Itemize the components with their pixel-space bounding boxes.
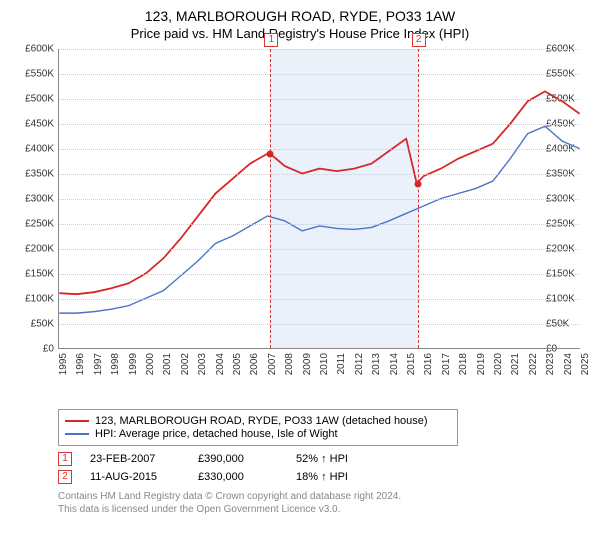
- x-axis-label: 2018: [458, 353, 469, 375]
- x-axis-label: 2012: [354, 353, 365, 375]
- y-axis-label: £150K: [10, 269, 54, 280]
- x-axis-label: 2004: [215, 353, 226, 375]
- event-date: 23-FEB-2007: [90, 453, 180, 465]
- page-title: 123, MARLBOROUGH ROAD, RYDE, PO33 1AW: [10, 8, 590, 24]
- x-axis-label: 2003: [197, 353, 208, 375]
- y-axis-label: £350K: [10, 169, 54, 180]
- event-price: £390,000: [198, 453, 278, 465]
- x-axis-label: 2024: [563, 353, 574, 375]
- sale-point: [267, 151, 274, 158]
- y-axis-label: £50K: [10, 319, 54, 330]
- event-price: £330,000: [198, 471, 278, 483]
- event-marker: 2: [418, 49, 419, 348]
- series-price_paid: [59, 91, 579, 294]
- x-axis-label: 2016: [423, 353, 434, 375]
- footnote-line: Contains HM Land Registry data © Crown c…: [58, 490, 590, 503]
- footnote: Contains HM Land Registry data © Crown c…: [58, 490, 590, 516]
- y-axis-label: £600K: [10, 44, 54, 55]
- page-subtitle: Price paid vs. HM Land Registry's House …: [10, 26, 590, 41]
- x-axis-label: 2015: [406, 353, 417, 375]
- x-axis-label: 2017: [441, 353, 452, 375]
- x-axis-label: 2009: [302, 353, 313, 375]
- x-axis-label: 2001: [162, 353, 173, 375]
- y-axis-label: £450K: [10, 119, 54, 130]
- x-axis-label: 1998: [110, 353, 121, 375]
- x-axis-label: 2000: [145, 353, 156, 375]
- x-axis-label: 2005: [232, 353, 243, 375]
- event-marker-icon: 2: [412, 33, 426, 47]
- y-axis-label: £200K: [10, 244, 54, 255]
- x-axis-label: 2013: [371, 353, 382, 375]
- event-delta: 18% ↑ HPI: [296, 471, 348, 483]
- y-axis-label: £400K: [10, 144, 54, 155]
- legend-label: 123, MARLBOROUGH ROAD, RYDE, PO33 1AW (d…: [95, 415, 428, 427]
- y-axis-label: £500K: [10, 94, 54, 105]
- x-axis-label: 2023: [545, 353, 556, 375]
- legend-item: HPI: Average price, detached house, Isle…: [65, 428, 451, 440]
- x-axis-label: 2011: [336, 353, 347, 375]
- y-axis-label: £0: [10, 344, 54, 355]
- y-axis-label: £250K: [10, 219, 54, 230]
- event-marker-icon: 1: [264, 33, 278, 47]
- x-axis-label: 2020: [493, 353, 504, 375]
- event-marker: 1: [270, 49, 271, 348]
- x-axis-label: 2006: [249, 353, 260, 375]
- x-axis-label: 2025: [580, 353, 591, 375]
- x-axis-label: 2021: [510, 353, 521, 375]
- x-axis-label: 1997: [93, 353, 104, 375]
- x-axis-label: 2014: [389, 353, 400, 375]
- x-axis-label: 1999: [128, 353, 139, 375]
- event-date: 11-AUG-2015: [90, 471, 180, 483]
- sale-events: 1 23-FEB-2007 £390,000 52% ↑ HPI 2 11-AU…: [58, 452, 590, 484]
- x-axis-label: 2022: [528, 353, 539, 375]
- price-chart: £0 £50K £100K £150K £200K £250K £300K £350K £400…: [10, 45, 590, 405]
- event-delta: 52% ↑ HPI: [296, 453, 348, 465]
- sale-point: [414, 181, 421, 188]
- x-axis-label: 2007: [267, 353, 278, 375]
- legend: 123, MARLBOROUGH ROAD, RYDE, PO33 1AW (d…: [58, 409, 458, 446]
- legend-swatch: [65, 433, 89, 435]
- legend-item: 123, MARLBOROUGH ROAD, RYDE, PO33 1AW (d…: [65, 415, 451, 427]
- sale-event-row: 1 23-FEB-2007 £390,000 52% ↑ HPI: [58, 452, 590, 466]
- x-axis-label: 1995: [58, 353, 69, 375]
- event-marker-icon: 1: [58, 452, 72, 466]
- x-axis-label: 2019: [476, 353, 487, 375]
- footnote-line: This data is licensed under the Open Gov…: [58, 503, 590, 516]
- y-axis-label: £300K: [10, 194, 54, 205]
- event-marker-icon: 2: [58, 470, 72, 484]
- y-axis-label: £100K: [10, 294, 54, 305]
- y-axis-label: £550K: [10, 69, 54, 80]
- sale-event-row: 2 11-AUG-2015 £330,000 18% ↑ HPI: [58, 470, 590, 484]
- x-axis-label: 1996: [75, 353, 86, 375]
- x-axis-label: 2008: [284, 353, 295, 375]
- x-axis-label: 2002: [180, 353, 191, 375]
- legend-label: HPI: Average price, detached house, Isle…: [95, 428, 338, 440]
- plot-area: 12: [58, 49, 580, 349]
- x-axis-label: 2010: [319, 353, 330, 375]
- legend-swatch: [65, 420, 89, 422]
- series-hpi: [59, 126, 579, 313]
